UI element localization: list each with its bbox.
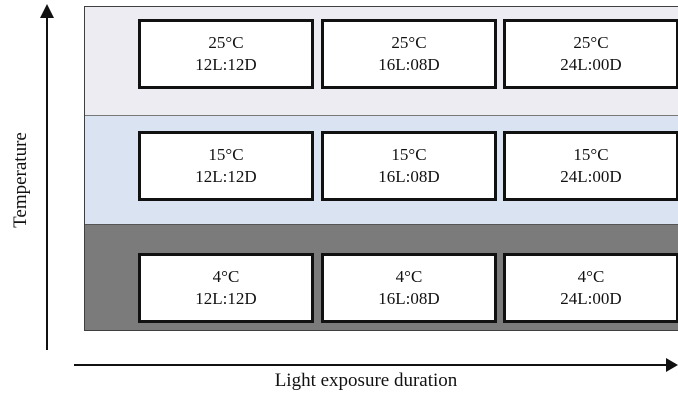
condition-25c-16l-08d: 25°C 16L:08D (321, 19, 497, 89)
condition-15c-24l-00d: 15°C 24L:00D (503, 131, 678, 201)
temperature-label: 4°C (395, 267, 423, 286)
condition-4c-12l-12d: 4°C 12L:12D (138, 253, 314, 323)
photoperiod-label: 12L:12D (195, 167, 257, 186)
temperature-photoperiod-grid: 25°C 12L:12D 25°C 16L:08D 25°C 24L:00D 1… (84, 6, 678, 331)
x-axis-arrow-icon (666, 358, 678, 372)
temperature-label: 4°C (577, 267, 605, 286)
photoperiod-label: 16L:08D (378, 167, 440, 186)
photoperiod-label: 24L:00D (560, 55, 622, 74)
photoperiod-label: 24L:00D (560, 289, 622, 308)
temperature-label: 15°C (391, 145, 427, 164)
photoperiod-label: 16L:08D (378, 55, 440, 74)
y-axis-label: Temperature (10, 132, 31, 228)
condition-4c-24l-00d: 4°C 24L:00D (503, 253, 678, 323)
y-axis-arrow-icon (40, 4, 54, 18)
photoperiod-label: 12L:12D (195, 289, 257, 308)
temperature-band-4c: 4°C 12L:12D 4°C 16L:08D 4°C 24L:00D (85, 225, 678, 330)
photoperiod-label: 12L:12D (195, 55, 257, 74)
photoperiod-label: 24L:00D (560, 167, 622, 186)
condition-4c-16l-08d: 4°C 16L:08D (321, 253, 497, 323)
temperature-label: 25°C (208, 33, 244, 52)
temperature-label: 4°C (212, 267, 240, 286)
temperature-band-15c: 15°C 12L:12D 15°C 16L:08D 15°C 24L:00D (85, 116, 678, 225)
photoperiod-label: 16L:08D (378, 289, 440, 308)
condition-15c-16l-08d: 15°C 16L:08D (321, 131, 497, 201)
condition-15c-12l-12d: 15°C 12L:12D (138, 131, 314, 201)
temperature-label: 25°C (573, 33, 609, 52)
temperature-label: 25°C (391, 33, 427, 52)
y-axis-line (46, 16, 48, 350)
temperature-band-25c: 25°C 12L:12D 25°C 16L:08D 25°C 24L:00D (85, 7, 678, 116)
condition-25c-24l-00d: 25°C 24L:00D (503, 19, 678, 89)
x-axis-line (74, 364, 669, 366)
temperature-label: 15°C (208, 145, 244, 164)
temperature-label: 15°C (573, 145, 609, 164)
condition-25c-12l-12d: 25°C 12L:12D (138, 19, 314, 89)
x-axis-label: Light exposure duration (274, 370, 458, 391)
